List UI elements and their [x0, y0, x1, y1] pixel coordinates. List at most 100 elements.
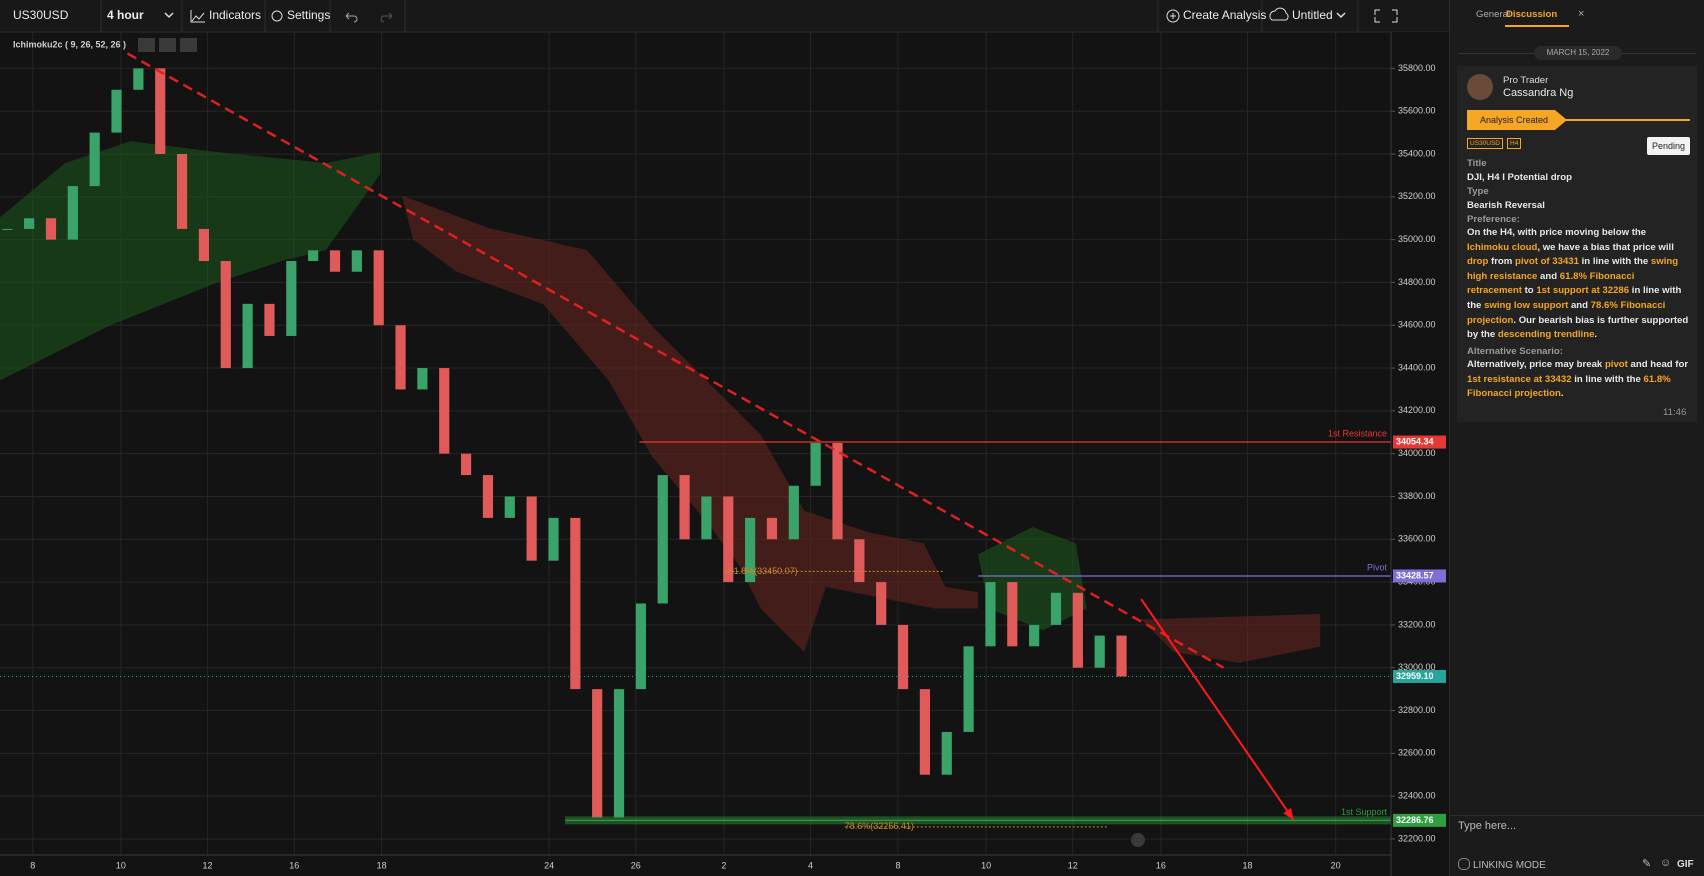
text: and: [1568, 299, 1591, 311]
tab-discussion[interactable]: Discussion: [1506, 9, 1558, 20]
candle: [504, 496, 515, 518]
candle: [373, 250, 384, 326]
tab-general[interactable]: General: [1476, 9, 1511, 20]
x-tick-label: 26: [631, 860, 641, 870]
text: On the H4, with price moving below the: [1467, 227, 1647, 238]
status-banner: [1467, 110, 1567, 130]
y-tick-label: 32600.00: [1398, 748, 1436, 758]
redo[interactable]: [380, 12, 393, 23]
candle: [1050, 592, 1062, 625]
undo[interactable]: [345, 12, 358, 23]
indicator-visibility[interactable]: [138, 38, 155, 52]
highlight-text: pivot of 33431: [1514, 256, 1579, 268]
candle: [439, 368, 450, 454]
level-name: Pivot: [1367, 562, 1388, 572]
candle: [1007, 582, 1018, 647]
gif-button[interactable]: GIF: [1677, 859, 1694, 870]
layout-name[interactable]: Untitled: [1292, 8, 1333, 22]
y-tick-label: 35800.00: [1398, 63, 1436, 73]
highlight-text: Ichimoku cloud: [1467, 241, 1538, 253]
candle: [810, 442, 821, 486]
alternative-text: Alternatively, price may break pivot and…: [1467, 358, 1689, 402]
create-icon[interactable]: [1166, 9, 1180, 23]
price-tag: [1393, 569, 1446, 583]
text: . Our bearish bias is further supported …: [1467, 314, 1689, 341]
candle: [1029, 624, 1040, 647]
y-tick-label: 32800.00: [1398, 705, 1436, 715]
candle: [832, 442, 843, 540]
price-tag-label: 33428.57: [1396, 570, 1434, 580]
message-input[interactable]: Type here...: [1458, 820, 1517, 832]
y-tick-label: 35400.00: [1398, 148, 1436, 158]
candle: [570, 517, 581, 690]
x-tick-label: 10: [981, 860, 991, 870]
text: in line with the: [1578, 256, 1651, 268]
fib-label: 78.6%(32256.41): [845, 821, 914, 831]
emoji-icon[interactable]: ☺: [1660, 857, 1672, 869]
x-tick-label: 16: [289, 860, 299, 870]
attach-icon[interactable]: ✎: [1642, 858, 1652, 870]
author: Cassandra Ng: [1503, 87, 1574, 99]
x-tick-label: 24: [544, 860, 554, 870]
cloud-icon[interactable]: [1269, 7, 1289, 21]
pending-status[interactable]: Pending: [1647, 137, 1691, 155]
settings-icon[interactable]: [271, 10, 283, 22]
arrow-head: [1283, 807, 1294, 820]
marks: 1st Resistance Pivot 1st Support 61.8%(3345…: [0, 52, 1391, 831]
text: and: [1537, 270, 1560, 282]
candle: [941, 731, 952, 775]
last-price-tag: [1393, 669, 1446, 683]
highlight-text: 1st resistance at 33432: [1467, 373, 1572, 385]
y-tick-label: 35000.00: [1398, 234, 1436, 244]
status-line: [1560, 119, 1690, 121]
candle: [723, 496, 734, 583]
candle: [329, 250, 341, 272]
layout-chevron[interactable]: [1336, 12, 1346, 19]
projection-arrow: [1140, 598, 1295, 821]
highlight-text: 78.6% Fibonacci projection: [1467, 299, 1666, 326]
settings-button[interactable]: Settings: [287, 8, 330, 22]
indicator-delete[interactable]: [180, 38, 197, 52]
candle: [1072, 592, 1083, 668]
trendline: [126, 52, 1225, 669]
candle: [592, 689, 603, 818]
candle: [264, 303, 275, 336]
candle: [657, 475, 668, 604]
indicators-icon[interactable]: [190, 10, 205, 23]
interval-chevron[interactable]: [164, 12, 174, 19]
candle: [897, 624, 909, 690]
candle: [220, 261, 231, 369]
candle: [1094, 635, 1105, 668]
candle: [876, 582, 887, 625]
x-tick-label: 18: [377, 860, 387, 870]
candle: [24, 218, 35, 229]
create-plus[interactable]: [1170, 13, 1176, 19]
text: .: [1594, 329, 1598, 341]
tab-underline: [1505, 25, 1569, 27]
symbol[interactable]: US30USD: [13, 8, 69, 22]
linking-mode[interactable]: LINKING MODE: [1473, 860, 1546, 871]
fullscreen[interactable]: [1374, 9, 1398, 23]
candle: [854, 539, 865, 583]
tab-close[interactable]: ×: [1578, 8, 1585, 20]
linking-icon[interactable]: [1458, 858, 1470, 870]
price-tag-label: 32286.76: [1396, 815, 1434, 825]
x-tick-label: 16: [1156, 860, 1166, 870]
interval[interactable]: 4 hour: [107, 8, 144, 22]
lock-button[interactable]: [1131, 833, 1145, 847]
create-analysis[interactable]: Create Analysis: [1183, 8, 1266, 22]
x-tick-label: 4: [808, 860, 813, 870]
candle: [919, 689, 931, 775]
candle: [679, 475, 690, 540]
toolbar: [0, 0, 1449, 32]
candle: [308, 250, 319, 262]
x-tick-label: 8: [895, 860, 900, 870]
candle: [1116, 635, 1127, 677]
last-price-label: 32959.10: [1396, 671, 1434, 681]
alternative-label: Alternative Scenario:: [1467, 346, 1563, 357]
toolbar-separators: [100, 0, 1359, 32]
indicator-settings[interactable]: [159, 38, 176, 52]
candle: [2, 228, 13, 230]
level-name: 1st Support: [1341, 807, 1388, 817]
indicators-button[interactable]: Indicators: [209, 8, 261, 22]
